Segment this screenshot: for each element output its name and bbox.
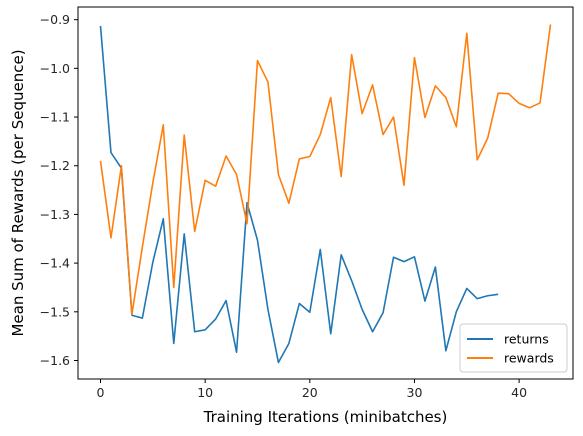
y-tick-label: −0.9	[40, 12, 70, 27]
x-axis: 0 10 20 30 40	[97, 379, 527, 400]
series-line-rewards	[99, 24, 552, 316]
x-axis-label: Training Iterations (minibatches)	[203, 408, 448, 426]
plot-frame	[77, 6, 574, 380]
y-tick-label: −1.6	[40, 353, 70, 368]
x-tick-label: 0	[97, 385, 105, 400]
y-tick-label: −1.2	[40, 158, 70, 173]
y-axis-label: Mean Sum of Rewards (per Sequence)	[9, 49, 27, 336]
series-line-returns	[99, 25, 499, 364]
y-tick-label: −1.0	[40, 61, 70, 76]
y-tick-label: −1.1	[40, 110, 70, 125]
x-tick-label: 40	[511, 385, 527, 400]
x-tick-label: 30	[407, 385, 423, 400]
legend: returns rewards	[459, 323, 568, 373]
y-tick-label: −1.5	[40, 304, 70, 319]
y-tick-label: −1.3	[40, 207, 70, 222]
legend-label-rewards: rewards	[504, 351, 554, 366]
y-axis: −1.6 −1.5 −1.4 −1.3 −1.2 −1.1 −1.0 −0.9	[40, 12, 78, 368]
x-tick-label: 20	[302, 385, 318, 400]
legend-box	[459, 323, 568, 373]
legend-label-returns: returns	[504, 332, 549, 347]
x-tick-label: 10	[197, 385, 213, 400]
series-layer	[99, 24, 552, 364]
y-tick-label: −1.4	[40, 256, 70, 271]
